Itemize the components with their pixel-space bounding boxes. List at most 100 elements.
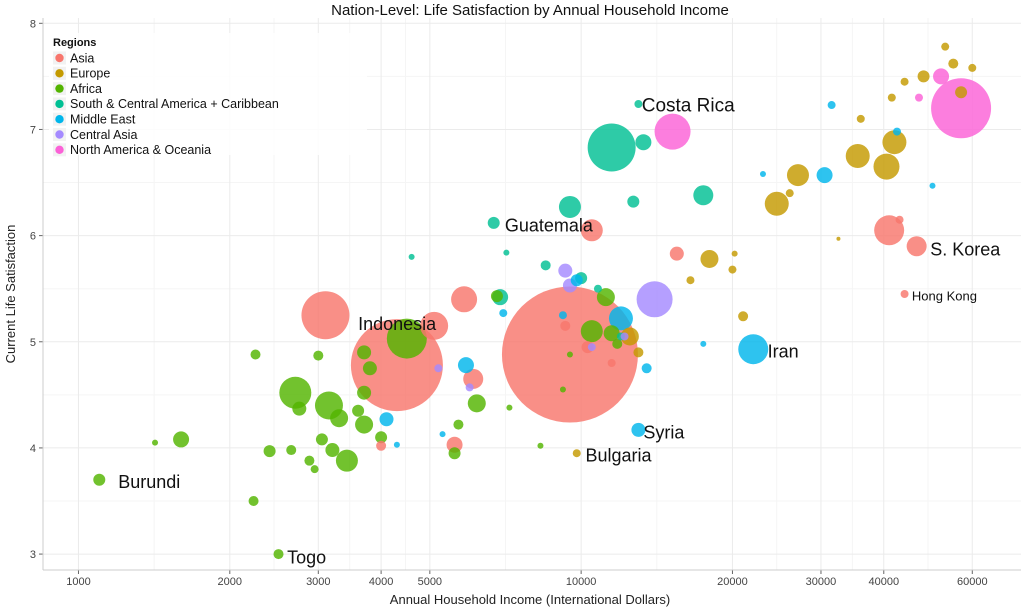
x-axis-title: Annual Household Income (International D… xyxy=(390,592,670,607)
chart-title: Nation-Level: Life Satisfaction by Annua… xyxy=(331,2,729,19)
point-africa xyxy=(93,473,106,486)
point-africa xyxy=(580,320,603,343)
legend-swatch-central-asia xyxy=(55,130,64,139)
point-europe xyxy=(856,114,865,123)
annotation-burundi: Burundi xyxy=(118,472,180,492)
legend-swatch-middle-east xyxy=(55,115,64,124)
point-europe xyxy=(764,191,789,216)
point-africa xyxy=(357,345,372,360)
point-europe xyxy=(955,86,968,99)
point-middle-east xyxy=(439,431,446,438)
point-south-central-america-caribbean xyxy=(634,99,643,108)
point-europe xyxy=(731,250,738,257)
point-africa xyxy=(375,431,388,444)
legend-swatch-south-central-america-caribbean xyxy=(55,99,64,109)
annotation-hong-kong: Hong Kong xyxy=(912,289,977,304)
point-asia xyxy=(874,215,905,246)
point-south-central-america-caribbean xyxy=(693,185,714,206)
point-central-asia xyxy=(465,383,474,392)
point-europe xyxy=(686,276,695,285)
point-africa xyxy=(286,445,297,456)
point-south-central-america-caribbean xyxy=(627,195,640,208)
y-tick-label: 4 xyxy=(30,443,36,455)
point-middle-east xyxy=(631,422,646,437)
point-africa xyxy=(386,318,427,359)
annotation-guatemala: Guatemala xyxy=(505,215,594,235)
point-africa xyxy=(313,350,324,361)
point-middle-east xyxy=(457,357,474,374)
point-central-asia xyxy=(620,332,629,341)
point-africa xyxy=(330,409,349,428)
point-middle-east xyxy=(608,306,633,331)
point-central-asia xyxy=(636,281,673,318)
point-asia xyxy=(301,291,350,340)
point-europe xyxy=(968,63,977,72)
point-europe xyxy=(620,327,639,346)
point-africa xyxy=(537,442,544,449)
point-africa xyxy=(490,290,503,303)
x-tick-label: 5000 xyxy=(418,576,442,588)
point-africa xyxy=(273,549,284,560)
x-tick-label: 40000 xyxy=(868,576,899,588)
legend-label-central-asia: Central Asia xyxy=(70,128,137,142)
point-middle-east xyxy=(929,182,936,189)
point-middle-east xyxy=(700,340,707,347)
point-europe xyxy=(845,144,870,168)
point-africa xyxy=(506,404,513,411)
point-asia xyxy=(376,440,387,451)
y-tick-label: 3 xyxy=(30,549,36,561)
legend-label-north-america-oceania: North America & Oceania xyxy=(70,143,211,157)
legend-swatch-europe xyxy=(55,69,64,78)
point-europe xyxy=(917,70,930,83)
legend-swatch-africa xyxy=(55,84,64,93)
annotation-bulgaria: Bulgaria xyxy=(585,446,652,466)
x-tick-label: 3000 xyxy=(306,576,330,588)
x-axis-ticks: 1000 2000 3000 4000 5000 10000 20000 30000 40000… xyxy=(66,570,988,588)
point-middle-east xyxy=(641,363,652,374)
point-africa xyxy=(362,361,377,376)
point-middle-east xyxy=(759,171,766,178)
point-europe xyxy=(633,347,644,358)
point-north-america-oceania xyxy=(933,68,950,85)
legend-label-middle-east: Middle East xyxy=(70,113,136,127)
point-africa xyxy=(310,465,319,474)
point-asia xyxy=(580,219,603,242)
point-africa xyxy=(357,385,372,400)
point-asia xyxy=(900,290,909,298)
point-africa xyxy=(355,415,374,434)
legend-label-south-central-america-caribbean: South & Central America + Caribbean xyxy=(70,97,279,111)
point-middle-east xyxy=(738,334,769,365)
point-north-america-oceania xyxy=(654,113,691,150)
legend-title: Regions xyxy=(53,37,96,49)
point-africa xyxy=(315,433,328,446)
point-south-central-america-caribbean xyxy=(593,284,602,293)
point-south-central-america-caribbean xyxy=(408,253,415,260)
point-europe xyxy=(700,249,719,268)
point-central-asia xyxy=(434,364,443,373)
point-africa xyxy=(173,431,190,448)
point-middle-east xyxy=(816,167,833,184)
annotations: Costa Rica Guatemala S. Korea Hong Kong Indo… xyxy=(118,96,1001,568)
point-europe xyxy=(786,164,809,187)
point-africa xyxy=(250,349,261,360)
point-central-asia xyxy=(587,343,596,352)
point-africa xyxy=(603,325,620,342)
point-asia xyxy=(895,215,904,224)
point-europe xyxy=(738,311,749,322)
point-europe xyxy=(572,449,581,458)
point-africa xyxy=(612,338,623,349)
legend-background xyxy=(49,33,367,155)
point-south-central-america-caribbean xyxy=(587,123,636,172)
legend-label-africa: Africa xyxy=(70,82,102,96)
point-south-central-america-caribbean xyxy=(487,216,500,229)
point-south-central-america-caribbean xyxy=(540,260,551,271)
point-europe xyxy=(941,42,950,51)
annotation-syria: Syria xyxy=(643,422,685,442)
point-africa xyxy=(279,376,312,409)
point-asia xyxy=(420,311,449,340)
point-south-central-america-caribbean xyxy=(558,195,581,218)
point-south-central-america-caribbean xyxy=(635,134,652,151)
point-middle-east xyxy=(393,441,400,448)
point-europe xyxy=(728,265,737,274)
